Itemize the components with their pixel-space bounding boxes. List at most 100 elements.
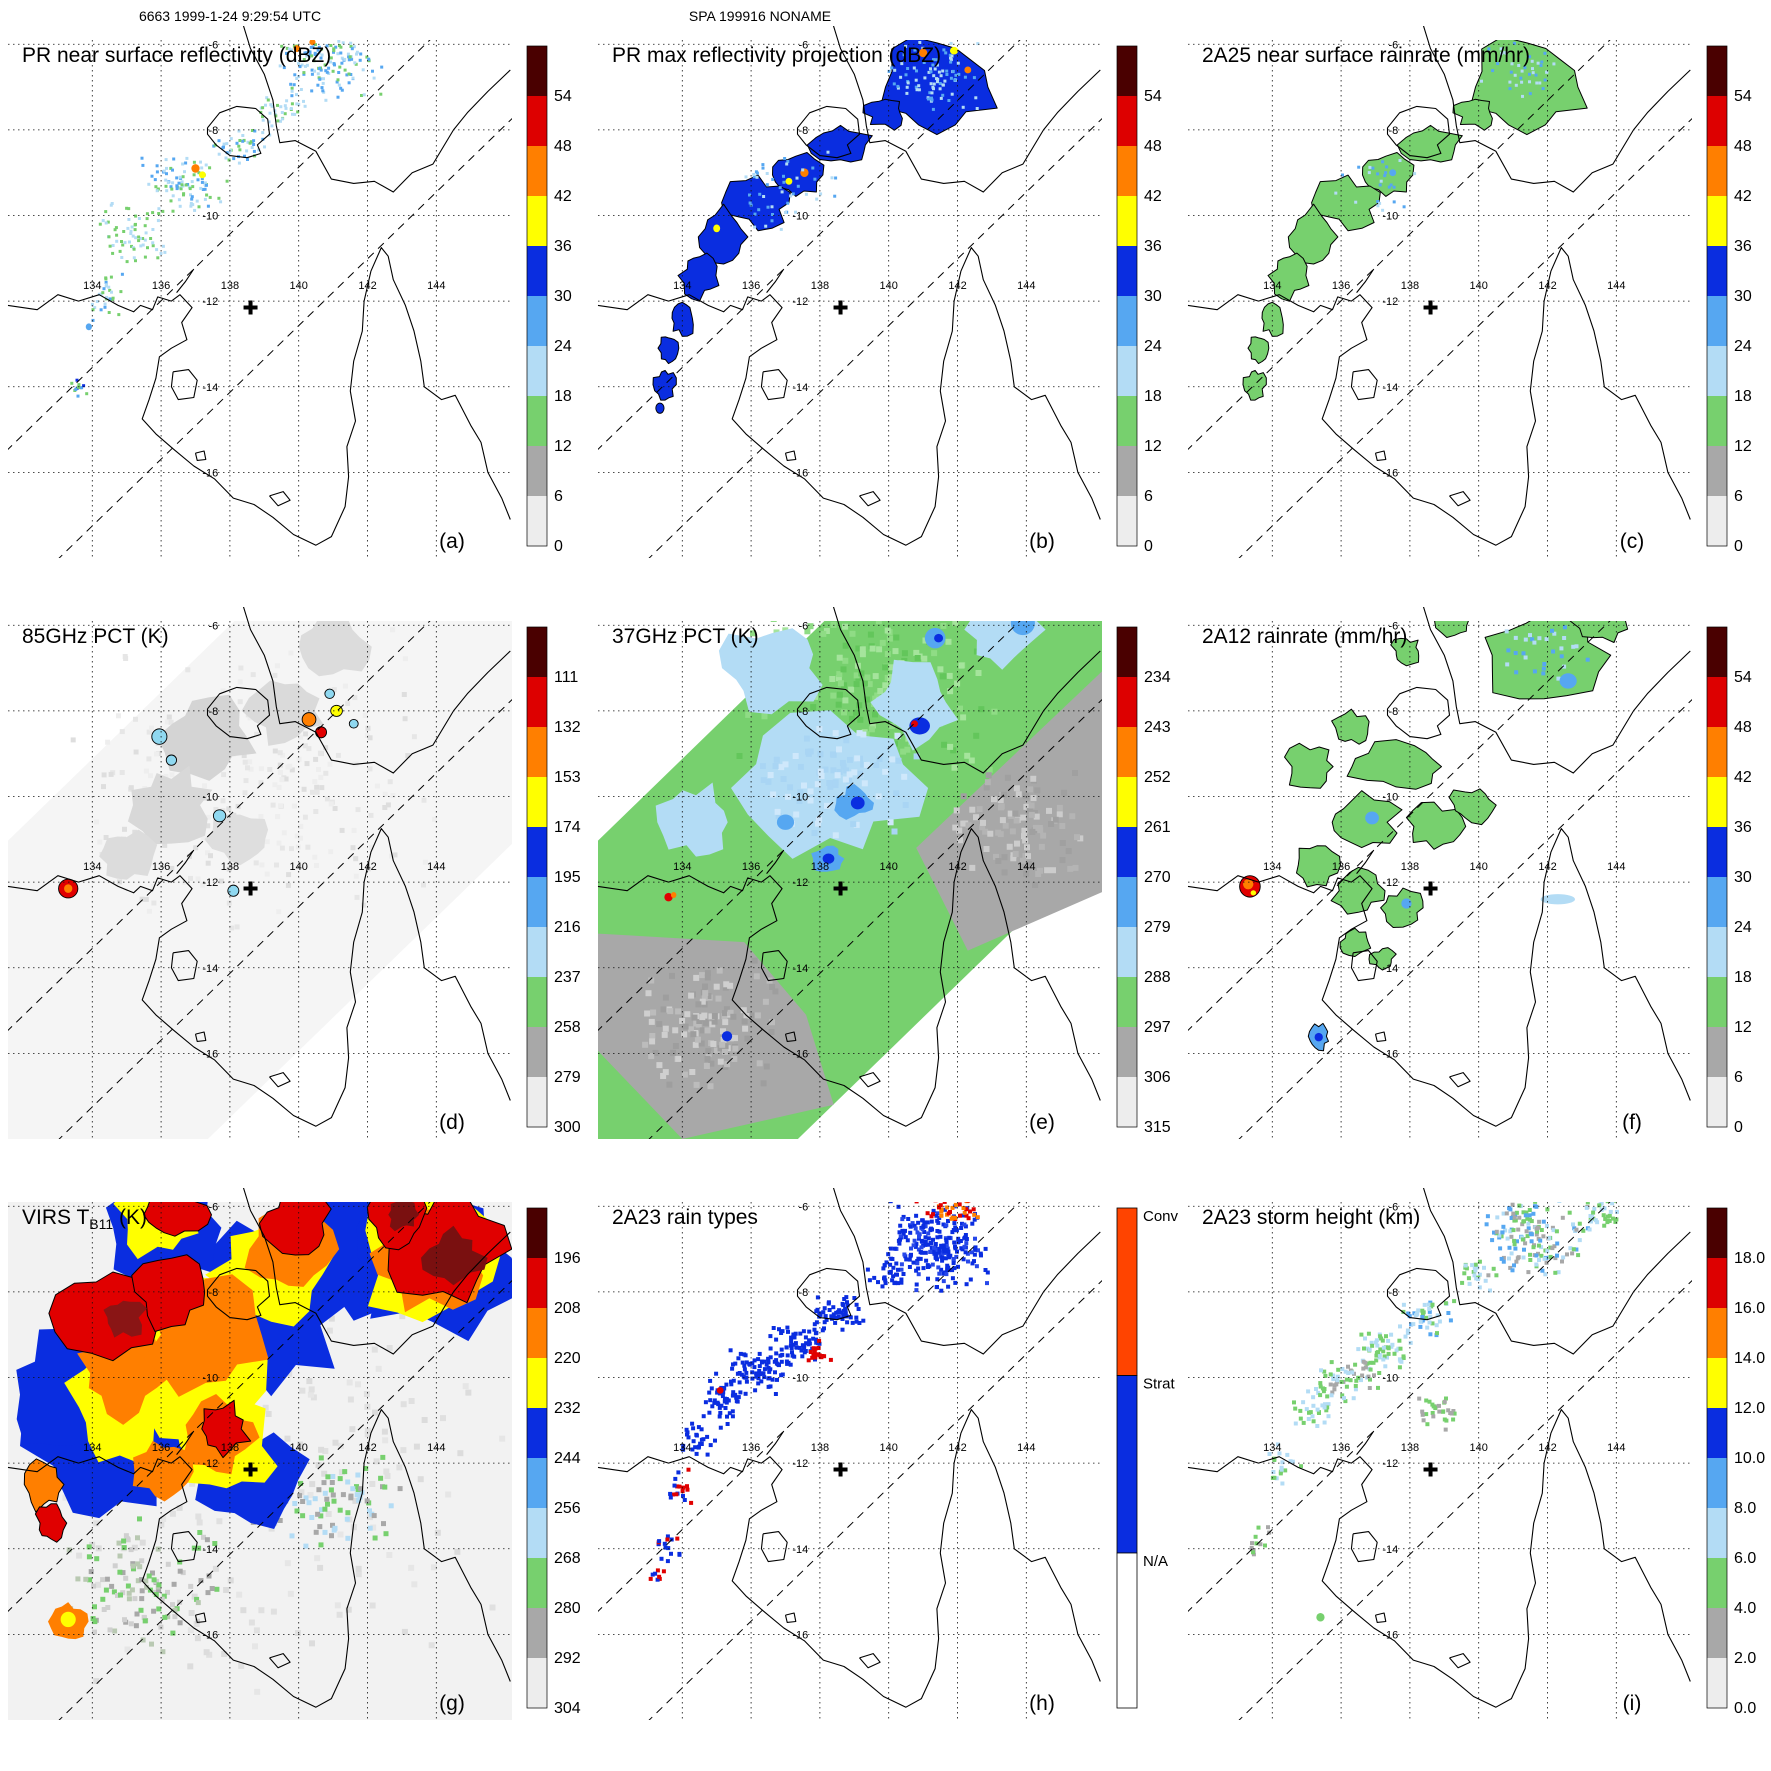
svg-text:306: 306	[1144, 1069, 1171, 1086]
coastline	[597, 26, 1101, 546]
svg-text:N/A: N/A	[1143, 1553, 1168, 1570]
panel-letter: (b)	[1029, 530, 1055, 553]
svg-text:144: 144	[1017, 1442, 1035, 1454]
coastline	[7, 26, 511, 546]
svg-text:136: 136	[742, 280, 760, 292]
svg-text:196: 196	[554, 1250, 581, 1267]
svg-text:4.0: 4.0	[1734, 1600, 1756, 1617]
svg-text:256: 256	[554, 1500, 581, 1517]
site-marker	[1423, 1462, 1438, 1477]
svg-text:-12: -12	[202, 1458, 218, 1470]
svg-text:134: 134	[673, 861, 691, 873]
svg-text:42: 42	[1144, 188, 1162, 205]
svg-text:-14: -14	[1382, 1544, 1398, 1556]
svg-text:220: 220	[554, 1350, 581, 1367]
svg-text:36: 36	[554, 238, 572, 255]
svg-text:136: 136	[152, 1442, 170, 1454]
svg-text:18.0: 18.0	[1734, 1250, 1765, 1267]
svg-text:18: 18	[1144, 388, 1162, 405]
svg-text:153: 153	[554, 769, 581, 786]
svg-text:0: 0	[1734, 1119, 1743, 1136]
svg-text:-8: -8	[799, 1287, 809, 1299]
svg-text:261: 261	[1144, 819, 1171, 836]
svg-text:-12: -12	[792, 296, 808, 308]
site-marker	[1423, 300, 1438, 315]
svg-text:268: 268	[554, 1550, 581, 1567]
svg-text:-16: -16	[202, 1048, 218, 1060]
panel-e: 134 136 138 140 142 144-6-8-10-12-14-1637GHz …	[597, 607, 1171, 1139]
swath-lines	[8, 621, 512, 1139]
svg-text:42: 42	[1734, 188, 1752, 205]
svg-text:48: 48	[554, 138, 572, 155]
svg-text:-16: -16	[1382, 1048, 1398, 1060]
swath-lines	[1188, 621, 1692, 1139]
panel-title: 37GHz PCT (K)	[612, 625, 759, 648]
svg-text:24: 24	[1144, 338, 1162, 355]
svg-text:Conv: Conv	[1143, 1208, 1179, 1225]
panel-title: 2A23 storm height (km)	[1202, 1206, 1420, 1229]
data-layer	[8, 1202, 512, 1720]
svg-text:243: 243	[1144, 719, 1171, 736]
data-layer	[648, 1202, 990, 1582]
svg-text:-16: -16	[1382, 1629, 1398, 1641]
svg-text:-14: -14	[1382, 963, 1398, 975]
colorbar: 196 208 220 232 244 256 268 280 292 304	[526, 1207, 581, 1717]
svg-text:174: 174	[554, 819, 581, 836]
svg-text:234: 234	[1144, 669, 1171, 686]
svg-text:144: 144	[1607, 861, 1625, 873]
swath-lines	[8, 1202, 512, 1720]
gridlines: 134 136 138 140 142 144-6-8-10-12-14-16	[1188, 39, 1692, 558]
svg-text:270: 270	[1144, 869, 1171, 886]
svg-text:138: 138	[221, 280, 239, 292]
swath-lines	[1188, 40, 1692, 558]
gridlines: 134 136 138 140 142 144-6-8-10-12-14-16	[8, 620, 512, 1139]
svg-text:0: 0	[1734, 538, 1743, 555]
panel-letter: (a)	[439, 530, 465, 553]
svg-text:195: 195	[554, 869, 581, 886]
data-layer	[70, 40, 384, 398]
svg-text:6: 6	[554, 488, 563, 505]
svg-text:-16: -16	[792, 1629, 808, 1641]
site-marker	[1423, 881, 1438, 896]
svg-text:-8: -8	[209, 706, 219, 718]
svg-text:36: 36	[1734, 238, 1752, 255]
figure-header: 6663 1999-1-24 9:29:54 UTC SPA 199916 NO…	[0, 8, 1771, 26]
svg-text:138: 138	[811, 280, 829, 292]
svg-text:136: 136	[742, 1442, 760, 1454]
svg-text:300: 300	[554, 1119, 581, 1136]
swath-lines	[8, 40, 512, 558]
svg-text:30: 30	[1734, 869, 1752, 886]
svg-text:140: 140	[1470, 861, 1488, 873]
svg-text:136: 136	[1332, 861, 1350, 873]
svg-text:12: 12	[1144, 438, 1162, 455]
svg-text:297: 297	[1144, 1019, 1171, 1036]
svg-text:138: 138	[1401, 1442, 1419, 1454]
panel-letter: (d)	[439, 1111, 465, 1134]
svg-text:-8: -8	[1389, 706, 1399, 718]
svg-text:54: 54	[1734, 669, 1752, 686]
svg-text:48: 48	[1144, 138, 1162, 155]
panel-title: VIRS TB11 (K)	[22, 1206, 147, 1232]
svg-text:138: 138	[221, 861, 239, 873]
orbit-timestamp: 6663 1999-1-24 9:29:54 UTC	[138, 8, 322, 24]
svg-text:138: 138	[811, 1442, 829, 1454]
colorbar: 54 48 42 36 30 24 18 12 6 0	[1706, 45, 1752, 555]
coastline	[7, 607, 511, 1127]
colorbar: 18.0 16.0 14.0 12.0 10.0 8.0 6.0 4.0 2.0 0.0	[1706, 1207, 1765, 1717]
panel-title: PR max reflectivity projection (dBZ)	[612, 44, 941, 67]
svg-text:18: 18	[1734, 388, 1752, 405]
svg-text:-6: -6	[209, 1201, 219, 1213]
svg-text:144: 144	[1607, 1442, 1625, 1454]
svg-text:-6: -6	[799, 620, 809, 632]
svg-text:30: 30	[1144, 288, 1162, 305]
svg-text:-16: -16	[202, 467, 218, 479]
svg-text:136: 136	[152, 280, 170, 292]
svg-text:138: 138	[1401, 861, 1419, 873]
svg-text:134: 134	[673, 280, 691, 292]
gridlines: 134 136 138 140 142 144-6-8-10-12-14-16	[1188, 620, 1692, 1139]
